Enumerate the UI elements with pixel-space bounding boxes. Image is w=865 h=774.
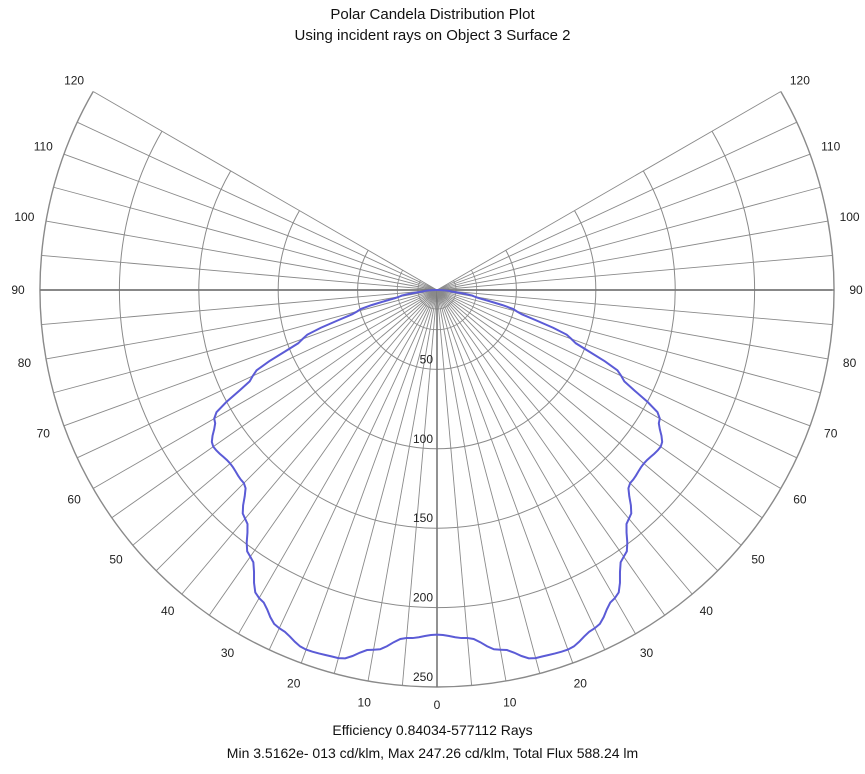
angle-spoke bbox=[436, 121, 797, 291]
distribution-curve-layer bbox=[210, 289, 664, 660]
angle-spoke bbox=[181, 289, 438, 595]
angle-spoke bbox=[436, 254, 833, 291]
angle-tick-label: 10 bbox=[358, 696, 372, 710]
angle-tick-label: 110 bbox=[821, 140, 840, 154]
angle-tick-label: 70 bbox=[37, 426, 51, 440]
angle-spoke bbox=[41, 254, 438, 291]
angle-spoke bbox=[436, 289, 574, 664]
angle-spoke bbox=[63, 289, 438, 427]
angle-spoke bbox=[111, 289, 438, 519]
angle-spoke bbox=[436, 289, 782, 489]
angle-tick-label: 110 bbox=[34, 140, 53, 154]
radial-tick-label: 100 bbox=[413, 432, 433, 446]
radial-tick-label: 50 bbox=[420, 352, 434, 366]
tick-labels: 0 10 10 20 20 30 30 40 40 50 50 60 60 70 70 80 80 90 90 100… bbox=[11, 74, 863, 713]
angle-spoke bbox=[238, 289, 438, 635]
angle-spoke bbox=[436, 289, 821, 394]
angle-spoke bbox=[77, 121, 438, 291]
angle-spoke bbox=[53, 186, 438, 291]
angle-tick-label: 50 bbox=[751, 552, 765, 566]
angle-tick-label: 30 bbox=[640, 646, 654, 660]
angle-spoke bbox=[436, 289, 797, 459]
chart-title: Polar Candela Distribution Plot bbox=[330, 6, 535, 23]
angle-spoke bbox=[92, 91, 438, 291]
angle-spoke bbox=[436, 289, 693, 595]
angle-spoke bbox=[45, 220, 438, 291]
angle-tick-label: 120 bbox=[790, 74, 810, 88]
chart-subtitle: Using incident rays on Object 3 Surface … bbox=[294, 27, 571, 44]
angle-spoke bbox=[436, 289, 719, 572]
angle-tick-label: 20 bbox=[287, 677, 301, 691]
angle-tick-label: 60 bbox=[793, 493, 807, 507]
angle-spoke bbox=[436, 220, 829, 291]
angle-spoke bbox=[45, 289, 438, 360]
angle-spoke bbox=[436, 289, 666, 616]
radial-tick-label: 150 bbox=[413, 511, 433, 525]
angle-tick-label: 120 bbox=[64, 74, 84, 88]
angle-spoke bbox=[436, 289, 833, 326]
angle-tick-label: 90 bbox=[11, 283, 25, 297]
angle-spoke bbox=[53, 289, 438, 394]
angle-tick-label: 20 bbox=[574, 677, 588, 691]
angle-spoke bbox=[436, 186, 821, 291]
polar-grid bbox=[39, 91, 835, 688]
angle-tick-label: 40 bbox=[161, 604, 175, 618]
angle-spoke bbox=[333, 289, 438, 674]
angle-tick-label: 70 bbox=[824, 426, 838, 440]
angle-tick-label: 30 bbox=[221, 646, 235, 660]
angle-spoke bbox=[41, 289, 438, 326]
angle-tick-label: 10 bbox=[503, 696, 517, 710]
efficiency-label: Efficiency 0.84034-577112 Rays bbox=[332, 722, 533, 738]
angle-spoke bbox=[436, 289, 829, 360]
angle-spoke bbox=[208, 289, 438, 616]
angle-spoke bbox=[92, 289, 438, 489]
angle-spoke bbox=[436, 289, 473, 686]
angle-tick-label: 50 bbox=[109, 552, 123, 566]
angle-tick-label: 0 bbox=[434, 698, 441, 712]
angle-spoke bbox=[268, 289, 438, 650]
angle-spoke bbox=[436, 289, 541, 674]
angle-spoke bbox=[300, 289, 438, 664]
flux-summary-label: Min 3.5162e- 013 cd/klm, Max 247.26 cd/k… bbox=[226, 745, 639, 761]
angle-spoke bbox=[63, 153, 438, 291]
angle-spoke bbox=[436, 289, 763, 519]
angle-tick-label: 80 bbox=[18, 356, 32, 370]
angle-spoke bbox=[367, 289, 438, 682]
radial-tick-label: 200 bbox=[413, 591, 433, 605]
angle-tick-label: 100 bbox=[14, 210, 34, 224]
candela-distribution-line bbox=[210, 289, 664, 660]
angle-spoke bbox=[436, 289, 606, 650]
angle-spoke bbox=[436, 289, 742, 546]
angle-spoke bbox=[436, 153, 811, 291]
angle-tick-label: 90 bbox=[849, 283, 863, 297]
angle-tick-label: 100 bbox=[840, 210, 860, 224]
angle-spoke bbox=[155, 289, 438, 572]
radial-tick-label: 250 bbox=[413, 670, 433, 684]
angle-spoke bbox=[436, 289, 507, 682]
angle-tick-label: 80 bbox=[843, 356, 857, 370]
angle-spoke bbox=[401, 289, 438, 686]
angle-spoke bbox=[436, 289, 811, 427]
angle-spoke bbox=[132, 289, 438, 546]
angle-spoke bbox=[436, 91, 782, 291]
angle-tick-label: 40 bbox=[700, 604, 714, 618]
angle-spoke bbox=[77, 289, 438, 459]
angle-tick-label: 60 bbox=[67, 493, 81, 507]
angle-spoke bbox=[436, 289, 636, 635]
